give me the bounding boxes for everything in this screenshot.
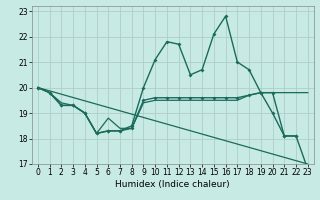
X-axis label: Humidex (Indice chaleur): Humidex (Indice chaleur) [116, 180, 230, 189]
